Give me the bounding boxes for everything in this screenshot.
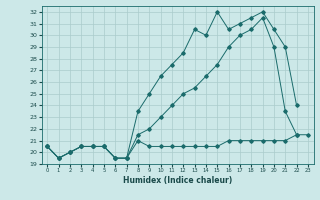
- X-axis label: Humidex (Indice chaleur): Humidex (Indice chaleur): [123, 176, 232, 185]
